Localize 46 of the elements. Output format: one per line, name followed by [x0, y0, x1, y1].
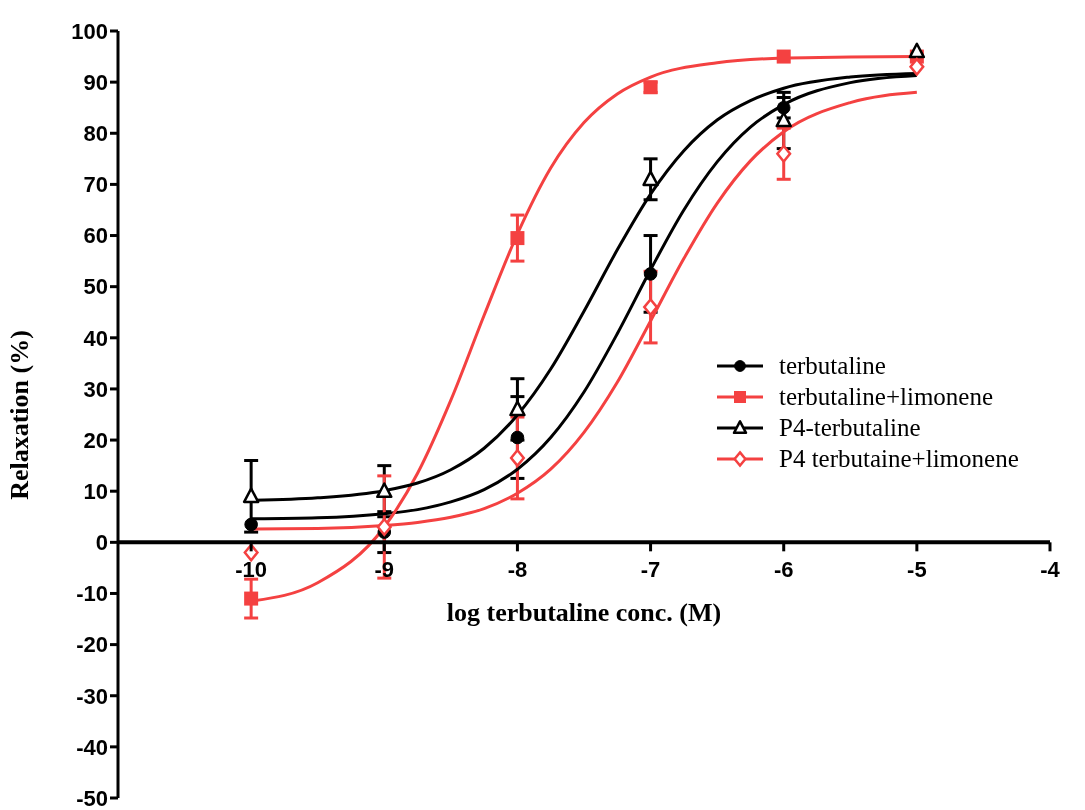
point	[776, 49, 791, 64]
y-tick-label: 80	[83, 121, 108, 147]
y-tick-label: 30	[83, 376, 108, 402]
y-tick-label: 100	[71, 18, 108, 44]
y-tick-label: -40	[76, 734, 108, 760]
y-tick-label: 40	[83, 325, 108, 351]
point	[909, 57, 925, 76]
y-axis-title: Relaxation (%)	[5, 329, 35, 500]
x-tick-label: -8	[507, 556, 528, 582]
x-tick-label: -6	[773, 556, 794, 582]
y-tick-label: 50	[83, 274, 108, 300]
point	[510, 430, 525, 445]
point	[642, 170, 659, 187]
y-tick-label: 20	[83, 427, 108, 453]
point	[776, 144, 792, 163]
y-tick-label: -50	[76, 785, 108, 810]
point	[242, 487, 260, 504]
x-tick-label: -5	[907, 556, 927, 582]
legend-label: terbutaline+limonene	[779, 382, 994, 411]
point	[376, 518, 392, 536]
point	[776, 100, 791, 115]
y-tick-label: 10	[83, 479, 108, 505]
point	[243, 543, 259, 562]
x-tick-label: -4	[1040, 556, 1061, 582]
y-tick-label: -10	[76, 581, 108, 607]
point	[509, 449, 525, 467]
legend-label: P4-terbutaline	[779, 413, 921, 442]
y-tick-label: 60	[83, 223, 108, 249]
point	[643, 267, 658, 281]
legend-label: P4 terbutaine+limonene	[779, 444, 1019, 473]
x-tick-label: -10	[235, 556, 268, 582]
y-tick-label: -30	[76, 683, 108, 709]
x-tick-label: -7	[640, 556, 661, 582]
point	[643, 298, 659, 317]
legend-label: terbutaline	[779, 351, 886, 380]
y-tick-label: 70	[83, 172, 108, 198]
point	[509, 400, 526, 417]
point	[244, 591, 259, 606]
point	[510, 231, 525, 246]
x-axis-title: log terbutaline conc. (M)	[445, 598, 723, 629]
y-tick-label: 0	[95, 530, 108, 556]
point	[244, 517, 258, 532]
y-tick-label: 90	[83, 69, 108, 95]
y-tick-label: -20	[76, 632, 108, 658]
point	[376, 482, 393, 499]
point	[908, 42, 926, 59]
